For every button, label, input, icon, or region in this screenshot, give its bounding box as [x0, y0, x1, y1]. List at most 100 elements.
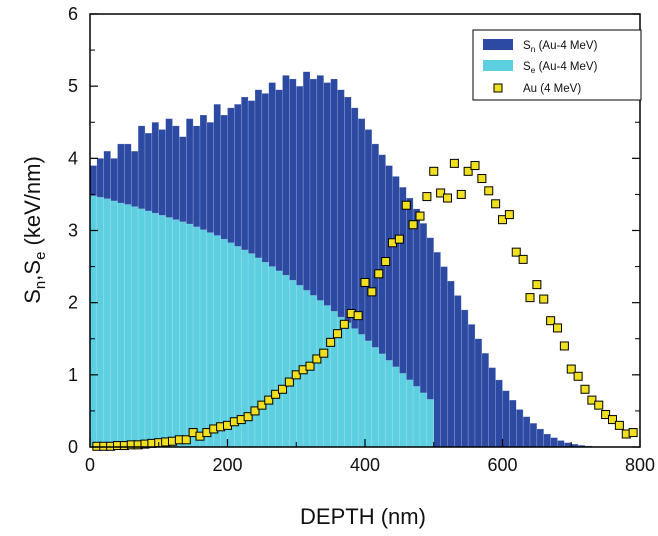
data-point — [401, 200, 411, 210]
bar — [440, 266, 448, 448]
data-point — [498, 215, 507, 225]
x-axis-title: DEPTH (nm) — [300, 504, 426, 529]
y-label-s-e: S — [20, 260, 45, 275]
legend-swatch-se — [483, 60, 513, 71]
data-point — [360, 277, 370, 287]
bar — [213, 235, 221, 448]
legend-swatch-sn — [483, 39, 513, 50]
legend: Sn (Au-4 MeV) Se (Au-4 MeV) Au (4 MeV) — [472, 29, 642, 101]
data-point — [518, 254, 528, 264]
bar — [454, 295, 462, 448]
y-tick-label: 0 — [68, 437, 78, 457]
data-point — [614, 420, 624, 430]
data-point — [429, 166, 439, 176]
data-point — [181, 435, 191, 445]
bar — [131, 206, 139, 448]
bar — [419, 392, 428, 448]
legend-marker-au — [493, 83, 503, 93]
data-point — [319, 348, 329, 358]
bar — [406, 379, 414, 448]
data-point — [470, 161, 480, 171]
y-label-sub-n: n — [32, 281, 49, 289]
x-tick-label: 200 — [212, 455, 242, 475]
data-point — [284, 377, 294, 387]
data-point — [305, 361, 315, 371]
data-point — [367, 287, 377, 297]
x-tick-label: 400 — [350, 455, 380, 475]
bar — [275, 270, 283, 448]
data-point — [608, 415, 617, 425]
bar — [385, 360, 393, 448]
bar — [371, 347, 380, 448]
data-point — [291, 370, 301, 380]
bar — [96, 197, 105, 448]
bar — [289, 280, 297, 448]
y-label-s-n: S — [20, 289, 45, 304]
data-point — [559, 341, 569, 351]
bar — [206, 232, 215, 448]
bar — [89, 195, 98, 448]
bar — [309, 295, 318, 448]
bar — [268, 266, 276, 448]
data-point — [553, 323, 562, 333]
data-point — [484, 186, 494, 196]
data-point — [374, 269, 384, 279]
bar — [474, 338, 483, 448]
y-tick-label: 5 — [68, 76, 78, 96]
data-point — [436, 188, 446, 198]
y-tick-label: 1 — [68, 365, 78, 385]
bar — [192, 226, 201, 448]
data-point — [601, 410, 611, 420]
data-point — [312, 354, 322, 364]
data-point — [408, 220, 418, 230]
bar — [399, 373, 407, 448]
data-point — [580, 384, 590, 394]
y-tick-label: 2 — [68, 293, 78, 313]
data-point — [539, 294, 549, 304]
legend-label-au: Au (4 MeV) — [523, 83, 581, 95]
data-point — [566, 364, 576, 374]
bar — [488, 367, 496, 448]
x-tick-label: 0 — [85, 455, 95, 475]
data-point — [525, 293, 535, 303]
bar — [426, 399, 435, 448]
bar — [199, 229, 208, 448]
data-point — [422, 192, 432, 202]
bar — [261, 262, 270, 448]
bar — [522, 416, 531, 448]
bar — [103, 198, 111, 448]
data-point — [264, 395, 274, 405]
data-point — [628, 428, 638, 438]
data-point — [573, 371, 583, 381]
data-point — [491, 199, 501, 209]
bar — [158, 215, 166, 448]
data-point — [449, 158, 459, 168]
bar — [550, 437, 558, 448]
data-point — [587, 395, 597, 405]
y-tick-label: 6 — [68, 4, 78, 24]
bar — [165, 217, 173, 448]
bar — [509, 399, 517, 448]
data-point — [546, 316, 556, 326]
y-axis-title: Sn,Se (keV/nm) — [20, 156, 49, 304]
bar — [516, 409, 524, 448]
data-point — [594, 400, 604, 410]
bar — [137, 208, 146, 448]
x-tick-label: 600 — [487, 455, 517, 475]
data-point — [278, 384, 287, 394]
data-point — [257, 400, 267, 410]
bar — [495, 379, 503, 448]
data-point — [339, 319, 349, 329]
data-point — [443, 193, 452, 203]
plot-area — [89, 71, 638, 451]
bar — [220, 238, 228, 448]
data-point — [532, 280, 542, 290]
bar — [536, 428, 545, 448]
bar — [227, 242, 235, 448]
y-label-comma: , — [20, 275, 45, 281]
bar — [282, 274, 290, 448]
bar — [344, 322, 352, 448]
data-point — [415, 211, 425, 221]
bar — [543, 433, 551, 448]
